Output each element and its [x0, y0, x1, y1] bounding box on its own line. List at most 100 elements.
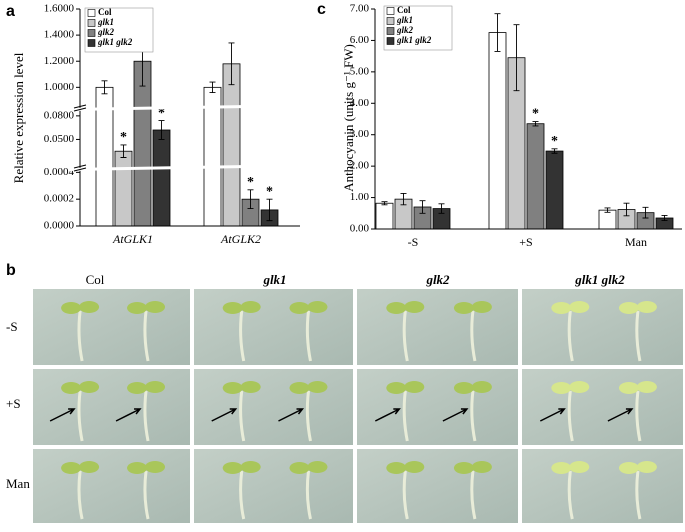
legend-label: glk1 — [396, 15, 413, 25]
cotyledon — [240, 381, 261, 393]
y-tick-label: 2.00 — [350, 160, 370, 172]
hypocotyl — [77, 470, 84, 520]
legend-swatch — [386, 17, 395, 25]
legend-label: glk2 — [396, 25, 414, 35]
hypocotyl — [567, 310, 574, 362]
error-bar — [419, 200, 426, 214]
y-tick-label: 0.0004 — [44, 166, 75, 178]
seedling-photo — [33, 369, 190, 445]
significance-mark: * — [247, 175, 254, 190]
cotyledon — [240, 461, 261, 473]
column-label: glk2 — [425, 272, 450, 287]
y-tick-label: 0.0002 — [44, 193, 74, 205]
cotyledon — [551, 302, 572, 314]
legend-label: Col — [98, 7, 112, 17]
hypocotyl — [402, 470, 409, 520]
cotyledon — [386, 382, 407, 394]
cotyledon — [569, 301, 590, 313]
x-tick-label: -S — [408, 235, 419, 249]
error-bar — [604, 207, 611, 213]
cotyledon — [569, 381, 590, 393]
panel-label: a — [6, 3, 15, 20]
cotyledon — [404, 301, 425, 313]
hypocotyl — [470, 390, 477, 442]
seedling-photo — [522, 289, 683, 365]
y-tick-label: 7.00 — [350, 3, 370, 15]
error-bar — [120, 144, 127, 158]
photo-bg — [33, 289, 190, 365]
cotyledon — [222, 302, 243, 314]
seedling-photo — [522, 369, 683, 445]
error-bar — [228, 42, 235, 86]
error-bar — [532, 121, 539, 127]
legend-label: glk1 glk2 — [97, 37, 133, 47]
legend-label: glk1 — [97, 17, 114, 27]
legend-swatch — [386, 27, 395, 35]
cotyledon — [618, 462, 639, 474]
bar — [375, 202, 394, 230]
error-bar — [101, 80, 108, 95]
seedling-photo — [357, 289, 518, 365]
hypocotyl — [305, 390, 312, 442]
arrow — [442, 408, 469, 422]
arrow — [539, 408, 566, 422]
hypocotyl — [143, 310, 150, 362]
row-label: -S — [6, 319, 18, 334]
cotyledon — [386, 462, 407, 474]
significance-mark: * — [120, 130, 127, 145]
y-tick-label: 4.00 — [350, 97, 370, 109]
legend-box — [383, 5, 453, 51]
cotyledon — [386, 302, 407, 314]
cotyledon — [289, 382, 310, 394]
error-bar — [661, 215, 668, 221]
seedling-photo — [194, 449, 353, 523]
error-bar — [494, 13, 501, 52]
cotyledon — [618, 302, 639, 314]
cotyledon — [636, 301, 657, 313]
cotyledon — [453, 302, 474, 314]
legend-label: Col — [397, 5, 411, 15]
photo-bg — [522, 289, 683, 365]
cotyledon — [240, 301, 261, 313]
seedling-photo — [33, 449, 190, 523]
photo-bg — [357, 449, 518, 523]
bar — [545, 150, 564, 230]
bar — [488, 32, 507, 230]
seedling-photo — [194, 369, 353, 445]
hypocotyl — [305, 470, 312, 520]
legend-label: glk2 — [97, 27, 115, 37]
cotyledon — [145, 381, 166, 393]
error-bar — [158, 120, 165, 140]
significance-mark: * — [551, 134, 558, 149]
legend-swatch — [386, 37, 395, 45]
arrow — [278, 408, 305, 422]
legend-label: glk1 glk2 — [396, 35, 432, 45]
legend-swatch — [87, 29, 96, 37]
x-tick-label: +S — [519, 235, 532, 249]
hypocotyl — [402, 390, 409, 442]
cotyledon — [79, 381, 100, 393]
error-bar — [513, 24, 520, 92]
legend-swatch — [87, 9, 96, 17]
error-bar — [551, 148, 558, 154]
cotyledon — [61, 382, 82, 394]
cotyledon — [307, 381, 328, 393]
cotyledon — [307, 461, 328, 473]
y-tick-label: 1.00 — [350, 191, 370, 203]
photo-bg — [522, 449, 683, 523]
y-tick-label: 1.6000 — [44, 3, 75, 15]
cotyledon — [404, 381, 425, 393]
cotyledon — [471, 461, 492, 473]
hypocotyl — [77, 310, 84, 362]
y-tick-label: 0.0500 — [44, 133, 75, 145]
y-tick-label: 0.0800 — [44, 109, 75, 121]
legend-swatch — [87, 19, 96, 27]
arrow — [374, 408, 401, 422]
cotyledon — [79, 301, 100, 313]
y-tick-label: 1.0000 — [44, 81, 75, 93]
error-bar — [209, 81, 216, 94]
y-tick-label: 0.0000 — [44, 220, 75, 232]
cotyledon — [618, 382, 639, 394]
panel-label: c — [317, 1, 326, 18]
cotyledon — [222, 462, 243, 474]
